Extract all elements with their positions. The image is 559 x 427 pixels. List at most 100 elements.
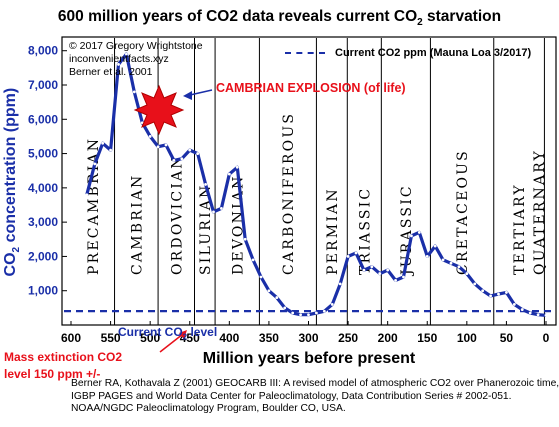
data-point	[386, 268, 390, 272]
y-tick-label: 5,000	[28, 147, 58, 161]
x-tick-label: 200	[378, 331, 398, 345]
data-point	[497, 292, 500, 296]
data-point	[473, 282, 477, 286]
data-point	[449, 261, 453, 265]
y-tick-label: 7,000	[28, 78, 58, 92]
cambrian-annotation: CAMBRIAN EXPLOSION (of life)	[216, 81, 406, 95]
data-point	[101, 141, 105, 145]
credit-line: inconvenientfacts.xyz	[69, 53, 169, 65]
period-labels: PRECAMBRIAN CAMBRIAN ORDOVICIAN SILURIAN DEV…	[86, 112, 548, 277]
citation-block: Berner RA, Kothavala Z (2001) GEOCARB II…	[71, 378, 559, 416]
y-tick-label: 4,000	[28, 181, 58, 195]
period-label: CAMBRIAN	[129, 174, 145, 275]
mass-extinction-line: level 150 ppm +/-	[4, 367, 101, 381]
data-point	[465, 272, 469, 275]
y-tick-label: 1,000	[28, 284, 58, 298]
x-tick-label: 600	[61, 331, 81, 345]
data-point	[140, 121, 144, 125]
data-point	[85, 193, 89, 197]
data-point	[346, 255, 350, 258]
data-point	[354, 251, 358, 255]
y-tick-label: 3,000	[28, 215, 58, 229]
mass-extinction-annotation: Mass extinction CO2 level 150 ppm +/-	[4, 349, 122, 383]
data-point	[299, 313, 302, 317]
data-point	[93, 162, 97, 166]
data-point	[378, 272, 382, 275]
legend-label: Current CO2 ppm (Mauna Loa 3/2017)	[335, 47, 532, 59]
credit-block: © 2017 Gregory Wrightstone inconvenientf…	[69, 40, 203, 79]
period-label: SILURIAN	[198, 184, 214, 275]
data-point	[188, 148, 192, 152]
citation-line: NOAA/NGDC Paleoclimatology Program, Boul…	[71, 403, 346, 414]
data-point	[481, 289, 485, 293]
data-point	[338, 282, 342, 286]
data-point	[204, 183, 207, 186]
period-label: CRETACEOUS	[455, 149, 471, 275]
data-point	[457, 265, 461, 269]
data-point	[544, 314, 548, 317]
data-point	[132, 90, 136, 94]
data-point	[362, 268, 366, 272]
data-point	[402, 275, 405, 279]
period-label: TRIASSIC	[357, 187, 373, 275]
data-point	[425, 255, 429, 258]
mass-extinction-line: Mass extinction CO2	[4, 350, 123, 364]
data-point	[307, 313, 310, 317]
x-tick-label: 500	[140, 331, 160, 345]
data-point	[330, 303, 334, 306]
data-point	[489, 294, 492, 298]
period-label: JURASSIC	[399, 184, 415, 277]
data-point	[322, 309, 326, 313]
data-point	[227, 172, 231, 176]
mass-extinction-arrowhead-icon	[179, 330, 187, 339]
credit-line: Berner et al. 2001	[69, 66, 153, 78]
legend: Current CO2 ppm (Mauna Loa 3/2017)	[285, 47, 531, 59]
data-point	[315, 311, 318, 315]
co2-series-points	[85, 52, 548, 317]
citation-line: Berner RA, Kothavala Z (2001) GEOCARB II…	[71, 378, 559, 389]
data-point	[370, 265, 374, 269]
x-ticks: 600 550 500 450 400 350 300 250 200 150 100 50 0	[61, 321, 550, 345]
data-point	[117, 63, 120, 66]
citation-line: IGBP PAGES and World Data Center for Pal…	[71, 390, 512, 402]
data-point	[394, 279, 397, 282]
data-point	[156, 145, 160, 149]
data-point	[283, 306, 287, 310]
x-tick-label: 350	[259, 331, 279, 345]
data-point	[512, 303, 516, 306]
period-label: TERTIARY	[512, 183, 528, 275]
data-point	[243, 237, 247, 241]
data-point	[441, 258, 445, 262]
current-level-annotation: Current CO2 level	[118, 325, 218, 342]
y-tick-label: 2,000	[28, 249, 58, 263]
y-tick-label: 6,000	[28, 112, 58, 126]
data-point	[196, 152, 200, 155]
data-point	[536, 313, 540, 317]
data-point	[410, 234, 413, 238]
x-tick-label: 550	[101, 331, 121, 345]
credit-line: © 2017 Gregory Wrightstone	[69, 40, 203, 52]
x-tick-label: 0	[543, 331, 550, 345]
data-point	[275, 296, 279, 299]
data-point	[164, 143, 168, 147]
data-point	[220, 207, 223, 210]
data-point	[180, 157, 184, 161]
cambrian-arrow	[189, 89, 213, 96]
data-point	[109, 148, 112, 152]
x-axis-label: Million years before present	[202, 350, 416, 367]
period-label: QUATERNARY	[532, 149, 548, 275]
data-point	[148, 135, 152, 138]
data-point	[417, 231, 421, 234]
data-point	[251, 258, 255, 262]
x-tick-label: 300	[298, 331, 318, 345]
data-point	[291, 311, 295, 315]
x-tick-label: 250	[338, 331, 358, 345]
mass-extinction-arrow	[159, 333, 184, 353]
period-label: PRECAMBRIAN	[86, 137, 102, 275]
x-tick-label: 50	[500, 331, 514, 345]
period-label: PERMIAN	[325, 187, 341, 275]
legend-dash-icon	[285, 52, 325, 55]
data-point	[259, 275, 263, 279]
y-ticks: 1,000 2,000 3,000 4,000 5,000 6,000 7,000 8,000	[28, 44, 67, 298]
